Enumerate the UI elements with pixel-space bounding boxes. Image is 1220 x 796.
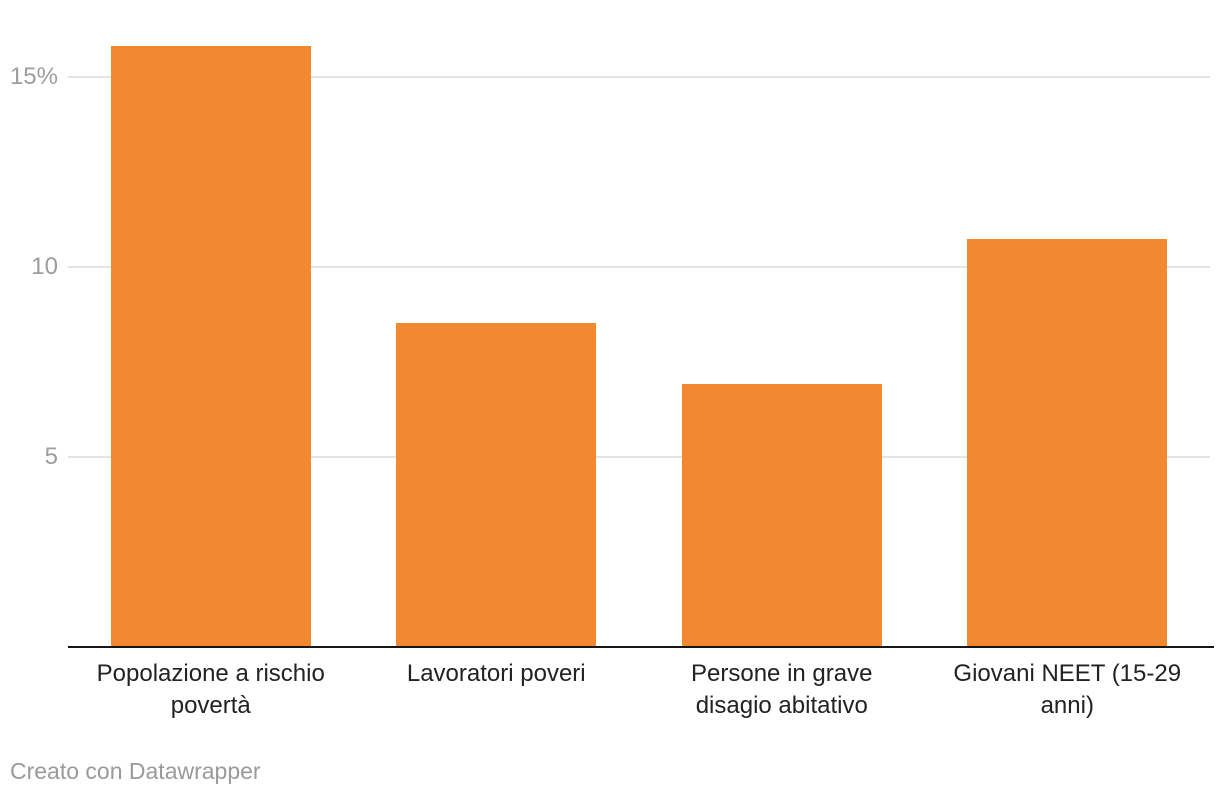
bar-lavoratori-poveri[interactable] (396, 323, 597, 646)
bar-giovani-neet-15-29-anni[interactable] (967, 239, 1168, 646)
attribution-link[interactable]: Creato con Datawrapper (10, 758, 261, 784)
bar-popolazione-a-rischio-povert[interactable] (110, 45, 311, 646)
x-axis-category-label-giovani-neet-15-29-anni: Giovani NEET (15-29 anni) (953, 660, 1182, 719)
y-axis-tick-label: 15% (9, 63, 58, 90)
y-axis-tick-label: 5 (44, 443, 58, 470)
gridline-15 (68, 76, 1210, 78)
y-axis-tick-label: 10 (31, 253, 58, 280)
gridline-10 (68, 266, 1210, 268)
x-axis-category-label-lavoratori-poveri: Lavoratori poveri (406, 660, 586, 687)
x-axis-line (68, 646, 1214, 648)
bar-persone-in-grave-disagio-abitativo[interactable] (681, 383, 882, 646)
gridline-5 (68, 456, 1210, 458)
x-axis-category-label-popolazione-a-rischio-povert: Popolazione a rischio povertà (96, 660, 325, 719)
x-axis-category-label-persone-in-grave-disagio-abitativo: Persone in grave disagio abitativo (691, 660, 873, 719)
